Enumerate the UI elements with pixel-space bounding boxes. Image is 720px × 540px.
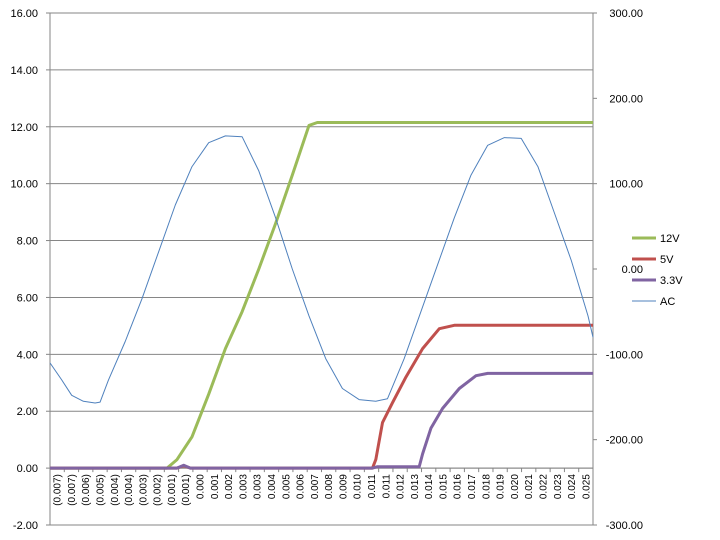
x-tick-label: 0.018	[481, 474, 492, 499]
x-tick-label: 0.016	[453, 474, 464, 499]
series-line-12v	[50, 121, 593, 470]
legend-label: AC	[660, 296, 675, 308]
right-tick-label: 100.00	[609, 179, 643, 191]
x-tick-label: (0.002)	[153, 474, 164, 506]
x-tick-label: 0.009	[338, 474, 349, 499]
legend: 12V 5V 3.3V AC	[632, 233, 683, 308]
left-tick-label: 2.00	[17, 406, 38, 418]
x-tick-label: 0.006	[296, 474, 307, 499]
x-tick-label: (0.003)	[138, 474, 149, 506]
x-tick-label: 0.011	[381, 474, 392, 499]
x-tick-label: 0.000	[196, 474, 207, 499]
x-tick-label: (0.004)	[124, 474, 135, 506]
x-tick-label: 0.021	[524, 474, 535, 499]
x-tick-label: 0.007	[310, 474, 321, 499]
legend-label: 12V	[660, 233, 680, 245]
right-tick-label: -100.00	[606, 349, 643, 361]
gridlines	[50, 12, 593, 526]
right-tick-label: 300.00	[609, 8, 643, 20]
left-tick-label: 4.00	[17, 349, 38, 361]
x-tick-label: 0.024	[567, 474, 578, 499]
x-tick-label: 0.017	[467, 474, 478, 499]
x-tick-label: (0.004)	[110, 474, 121, 506]
left-tick-label: 6.00	[17, 292, 38, 304]
right-tick-label: -200.00	[606, 435, 643, 447]
x-tick-label: 0.002	[224, 474, 235, 499]
x-tick-label: 0.013	[410, 474, 421, 499]
left-tick-label: 16.00	[10, 8, 38, 20]
right-tick-label: 0.00	[622, 264, 643, 276]
x-tick-label: 0.015	[438, 474, 449, 499]
x-tick-label: 0.012	[396, 474, 407, 499]
left-tick-label: 10.00	[10, 179, 38, 191]
x-tick-label: 0.003	[238, 474, 249, 499]
x-tick-label: (0.007)	[53, 474, 64, 506]
x-tick-label: 0.008	[324, 474, 335, 499]
x-tick-label: 0.019	[496, 474, 507, 499]
x-tick-label: 0.011	[367, 474, 378, 499]
x-tick-label: 0.004	[267, 474, 278, 499]
right-tick-label: -300.00	[606, 520, 643, 532]
x-tick-label: (0.007)	[67, 474, 78, 506]
x-tick-label: (0.001)	[181, 474, 192, 506]
left-tick-label: 14.00	[10, 65, 38, 77]
x-axis: (0.007) (0.007) (0.006) (0.005) (0.004) (0.00…	[49, 467, 593, 506]
series-line-ac	[49, 135, 594, 404]
x-tick-label: (0.001)	[167, 474, 178, 506]
x-tick-label: 0.010	[353, 474, 364, 499]
x-tick-label: 0.005	[281, 474, 292, 499]
right-y-axis: -300.00 -200.00 -100.00 0.00 100.00 200.00 300…	[592, 8, 643, 532]
x-tick-label: 0.023	[553, 474, 564, 499]
legend-label: 5V	[660, 254, 674, 266]
x-tick-label: 0.001	[210, 474, 221, 499]
left-tick-label: 8.00	[17, 236, 38, 248]
x-tick-label: 0.025	[581, 474, 592, 499]
left-y-axis: -2.00 0.00 2.00 4.00 6.00 8.00 10.00 12.00 14.00…	[10, 8, 51, 532]
x-tick-label: 0.014	[424, 474, 435, 499]
x-tick-label: 0.020	[510, 474, 521, 499]
left-tick-label: -2.00	[13, 520, 38, 532]
right-tick-label: 200.00	[609, 93, 643, 105]
left-tick-label: 12.00	[10, 122, 38, 134]
legend-label: 3.3V	[660, 275, 683, 287]
left-tick-label: 0.00	[17, 463, 38, 475]
x-tick-label: (0.005)	[96, 474, 107, 506]
x-tick-label: 0.003	[253, 474, 264, 499]
x-tick-label: (0.006)	[81, 474, 92, 506]
series-layer	[49, 121, 594, 470]
x-tick-label: 0.022	[538, 474, 549, 499]
series-line-3-3v	[50, 371, 593, 470]
